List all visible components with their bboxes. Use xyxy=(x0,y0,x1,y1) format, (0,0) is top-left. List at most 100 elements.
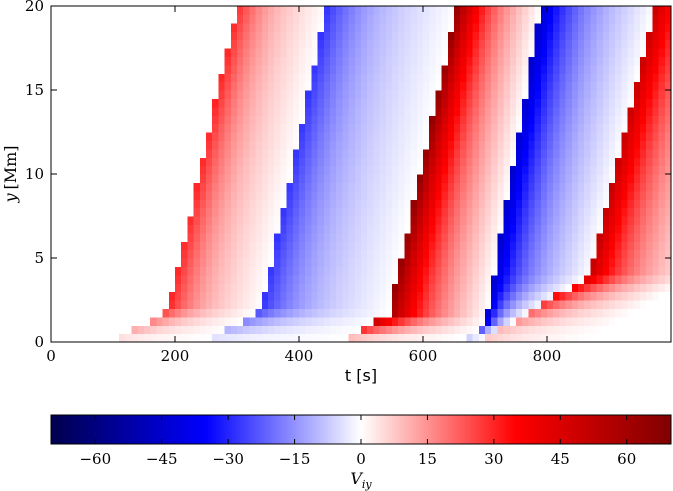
heatmap-cell xyxy=(627,98,635,108)
heatmap-cell xyxy=(559,216,567,225)
heatmap-cell xyxy=(286,90,294,99)
heatmap-cell xyxy=(144,140,151,150)
heatmap-cell xyxy=(602,106,610,116)
heatmap-cell xyxy=(547,22,554,32)
heatmap-cell xyxy=(553,115,560,125)
heatmap-cell xyxy=(317,333,325,342)
heatmap-cell xyxy=(602,291,610,301)
heatmap-cell xyxy=(392,22,399,32)
heatmap-cell xyxy=(664,283,671,293)
heatmap-cell xyxy=(398,190,405,200)
heatmap-cell xyxy=(447,241,455,251)
heatmap-cell xyxy=(571,308,579,318)
heatmap-cell xyxy=(63,22,71,32)
heatmap-cell xyxy=(317,232,325,242)
heatmap-cell xyxy=(150,174,157,183)
heatmap-cell xyxy=(447,140,455,150)
heatmap-cell xyxy=(410,207,418,217)
heatmap-cell xyxy=(175,98,182,108)
heatmap-cell xyxy=(553,157,560,167)
heatmap-cell xyxy=(255,56,263,66)
heatmap-cell xyxy=(534,39,542,49)
heatmap-cell xyxy=(658,81,666,91)
heatmap-cell xyxy=(75,207,83,217)
heatmap-cell xyxy=(578,308,585,318)
heatmap-cell xyxy=(323,232,331,242)
heatmap-cell xyxy=(534,174,542,183)
heatmap-cell xyxy=(261,56,269,66)
heatmap-cell xyxy=(57,182,64,192)
heatmap-cell xyxy=(584,132,591,141)
heatmap-cell xyxy=(640,22,647,32)
heatmap-cell xyxy=(261,48,269,57)
heatmap-cell xyxy=(503,174,511,183)
heatmap-cell xyxy=(175,39,182,49)
heatmap-cell xyxy=(646,182,653,192)
heatmap-cell xyxy=(330,140,337,150)
heatmap-cell xyxy=(243,90,250,99)
heatmap-cell xyxy=(565,14,573,24)
heatmap-cell xyxy=(509,316,517,326)
heatmap-cell xyxy=(330,249,337,259)
heatmap-cell xyxy=(162,266,170,276)
heatmap-cell xyxy=(509,174,517,183)
heatmap-cell xyxy=(478,258,486,267)
heatmap-cell xyxy=(348,90,356,99)
heatmap-cell xyxy=(516,22,523,32)
heatmap-cell xyxy=(398,300,405,309)
heatmap-cell xyxy=(497,98,505,108)
heatmap-cell xyxy=(578,266,585,276)
heatmap-cell xyxy=(516,31,523,41)
heatmap-cell xyxy=(181,333,188,342)
heatmap-cell xyxy=(218,249,226,259)
heatmap-cell xyxy=(268,274,275,284)
heatmap-cell xyxy=(565,283,573,293)
heatmap-cell xyxy=(156,249,164,259)
heatmap-cell xyxy=(534,115,542,125)
heatmap-cell xyxy=(652,232,660,242)
heatmap-cell xyxy=(627,308,635,318)
heatmap-cell xyxy=(206,249,213,259)
heatmap-cell xyxy=(447,22,455,32)
heatmap-cell xyxy=(553,165,560,175)
heatmap-cell xyxy=(416,207,424,217)
heatmap-cell xyxy=(292,283,300,293)
heatmap-cell xyxy=(615,266,622,276)
heatmap-cell xyxy=(429,56,436,66)
heatmap-cell xyxy=(596,241,604,251)
heatmap-cell xyxy=(571,174,579,183)
heatmap-cell xyxy=(658,216,666,225)
heatmap-cell xyxy=(435,190,443,200)
heatmap-cell xyxy=(385,333,393,342)
heatmap-cell xyxy=(274,140,281,150)
heatmap-cell xyxy=(423,216,430,225)
heatmap-cell xyxy=(547,224,554,234)
heatmap-cell xyxy=(292,165,300,175)
heatmap-cell xyxy=(131,190,139,200)
heatmap-cell xyxy=(509,115,517,125)
heatmap-cell xyxy=(57,148,64,158)
heatmap-cell xyxy=(590,123,598,133)
heatmap-cell xyxy=(150,157,157,167)
heatmap-cell xyxy=(447,48,455,57)
heatmap-cell xyxy=(404,6,412,15)
heatmap-cell xyxy=(602,81,610,91)
heatmap-cell xyxy=(503,81,511,91)
heatmap-cell xyxy=(485,115,492,125)
heatmap-cell xyxy=(534,6,542,15)
heatmap-cell xyxy=(503,199,511,209)
heatmap-cell xyxy=(373,249,381,259)
heatmap-cell xyxy=(578,132,585,141)
heatmap-cell xyxy=(106,73,114,83)
heatmap-cell xyxy=(367,241,374,251)
heatmap-cell xyxy=(590,140,598,150)
heatmap-cell xyxy=(478,266,486,276)
heatmap-cell xyxy=(255,207,263,217)
heatmap-cell xyxy=(398,106,405,116)
heatmap-cell xyxy=(447,249,455,259)
heatmap-cell xyxy=(137,224,145,234)
heatmap-cell xyxy=(51,48,58,57)
heatmap-cell xyxy=(330,300,337,309)
heatmap-cell xyxy=(82,132,89,141)
heatmap-cell xyxy=(540,56,548,66)
